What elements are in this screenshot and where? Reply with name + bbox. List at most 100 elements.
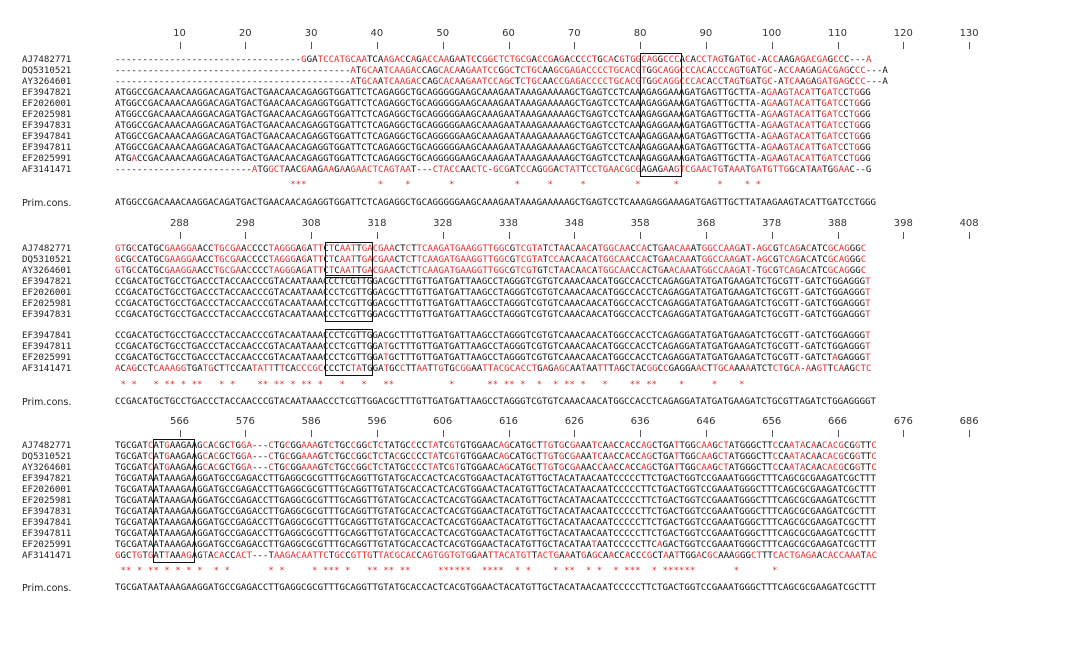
ruler-position-label: 40	[370, 28, 384, 39]
sequence-name: AJ7482771	[22, 55, 72, 65]
highlight-box	[640, 53, 682, 177]
sequence-name: DQ5310521	[22, 66, 72, 76]
ruler-tick	[508, 232, 510, 239]
sequence-name: EF2026001	[22, 485, 72, 495]
ruler-tick	[376, 430, 378, 437]
sequence-residues: GTGCCATGCGAAGGAACCTGCGAACCCCTAGGGAGATTCT…	[115, 266, 867, 276]
sequence-name: EF3947841	[22, 518, 72, 528]
conservation-markers: *** * * * * * * * * * * *	[115, 180, 762, 190]
ruler-tick	[442, 232, 444, 239]
ruler-position-label: 656	[762, 416, 782, 427]
sequence-residues: ----------------------------------GGATCC…	[115, 55, 872, 65]
sequence-name: EF3947821	[22, 277, 72, 287]
ruler-position-label: 348	[564, 218, 584, 229]
sequence-name: EF3947811	[22, 529, 72, 539]
sequence-residues: GCGCCATGCGAAGGAACCTGCGAACCCCTAGGGAGATTCT…	[115, 255, 867, 265]
sequence-residues: ATGGCCGACAAACAAGGACAGATGACTGAACAACAGAGGT…	[115, 110, 871, 120]
consensus-label: Prim.cons.	[22, 397, 72, 408]
sequence-name: EF2025991	[22, 540, 72, 550]
ruler-position-label: 298	[235, 218, 255, 229]
ruler-position-label: 130	[959, 28, 979, 39]
sequence-residues: CCGACATGCTGCCTGACCCTACCAACCCGTACAATAAACC…	[115, 288, 871, 298]
sequence-name: AY3264601	[22, 77, 72, 87]
sequence-name: EF3947811	[22, 143, 72, 153]
sequence-name: EF3947821	[22, 474, 72, 484]
ruler-position-label: 616	[498, 416, 519, 427]
ruler-tick	[179, 42, 181, 49]
sequence-residues: CCGACATGCTGCCTGACCCTACCAACCCGTACAATAAACC…	[115, 353, 871, 363]
ruler-tick	[771, 42, 773, 49]
ruler-position-label: 606	[433, 416, 453, 427]
sequence-residues: TGCGATAATAAAGAAGGATGCCGAGACCTTGAGGCGCGTT…	[115, 507, 877, 517]
sequence-residues: TGCGATAATAAAGAAGGATGCCGAGACCTTGAGGCGCGTT…	[115, 529, 877, 539]
ruler-tick	[311, 232, 313, 239]
ruler-position-label: 388	[827, 218, 848, 229]
ruler-tick	[969, 430, 971, 437]
ruler-position-label: 120	[893, 28, 913, 39]
ruler-tick	[442, 42, 444, 49]
ruler-tick	[903, 42, 905, 49]
ruler-tick	[640, 42, 642, 49]
sequence-name: EF3947811	[22, 342, 72, 352]
ruler-position-label: 378	[762, 218, 782, 229]
ruler-position-label: 686	[959, 416, 979, 427]
sequence-name: EF2025991	[22, 353, 72, 363]
ruler-tick	[574, 232, 576, 239]
ruler-position-label: 566	[169, 416, 190, 427]
sequence-residues: TGCGATAATAAAGAAGGATGCCGAGACCTTGAGGCGCGTT…	[115, 474, 877, 484]
position-ruler: 288 298 308 318 328 338 348 358 368 378 388 398 408	[0, 212, 1072, 244]
ruler-position-label: 80	[633, 28, 647, 39]
sequence-name: EF3947831	[22, 310, 72, 320]
sequence-name: EF2025981	[22, 110, 72, 120]
ruler-tick	[574, 42, 576, 49]
ruler-tick	[837, 42, 839, 49]
ruler-position-label: 10	[173, 28, 186, 39]
ruler-tick	[837, 232, 839, 239]
sequence-residues: TGCGATCATGAAGAAGCACGCTGGA---CTGCGGAAAGTC…	[115, 441, 877, 451]
sequence-residues: ATGGCCGACAAACAAGGACAGATGACTGAACAACAGAGGT…	[115, 88, 871, 98]
ruler-tick	[376, 42, 378, 49]
sequence-residues: GTGCCATGCGAAGGAACCTGCGAACCCCTAGGGAGATTCT…	[115, 244, 867, 254]
sequence-name: AY3264601	[22, 463, 72, 473]
ruler-tick	[969, 232, 971, 239]
sequence-name: EF3947821	[22, 88, 72, 98]
sequence-name: AY3264601	[22, 266, 72, 276]
ruler-position-label: 358	[630, 218, 650, 229]
ruler-tick	[705, 42, 707, 49]
ruler-position-label: 676	[893, 416, 913, 427]
position-ruler: 10 20 30 40 50 60 70 80 90 100 110 120 130	[0, 22, 1072, 54]
ruler-tick	[245, 232, 247, 239]
ruler-position-label: 90	[699, 28, 713, 39]
ruler-tick	[179, 232, 181, 239]
ruler-position-label: 100	[762, 28, 782, 39]
sequence-residues: ATGGCCGACAAACAAGGACAGATGACTGAACAACAGAGGT…	[115, 99, 871, 109]
ruler-tick	[705, 430, 707, 437]
ruler-tick	[969, 42, 971, 49]
ruler-tick	[640, 430, 642, 437]
ruler-tick	[508, 430, 510, 437]
ruler-tick	[311, 430, 313, 437]
ruler-position-label: 666	[827, 416, 848, 427]
ruler-position-label: 338	[498, 218, 519, 229]
ruler-tick	[705, 232, 707, 239]
sequence-residues: TGCGATAATAAAGAAGGATGCCGAGACCTTGAGGCGCGTT…	[115, 496, 877, 506]
ruler-tick	[903, 430, 905, 437]
sequence-residues: -------------------------ATGGCTAACGAAGAA…	[115, 165, 872, 175]
ruler-tick	[376, 232, 378, 239]
sequence-residues: TGCGATAATAAAGAAGGATGCCGAGACCTTGAGGCGCGTT…	[115, 485, 877, 495]
ruler-tick	[640, 232, 642, 239]
ruler-tick	[508, 42, 510, 49]
sequence-name: AF3141471	[22, 364, 72, 374]
highlight-box	[324, 329, 373, 376]
sequence-name: EF3947831	[22, 507, 72, 517]
sequence-name: EF2025991	[22, 154, 72, 164]
consensus-sequence: ATGGCCGACAAACAAGGACAGATGACTGAACAACAGAGGT…	[115, 198, 877, 208]
ruler-tick	[245, 430, 247, 437]
ruler-tick	[311, 42, 313, 49]
ruler-position-label: 110	[827, 28, 848, 39]
ruler-position-label: 626	[564, 416, 584, 427]
ruler-position-label: 30	[304, 28, 318, 39]
sequence-residues: CCGACATGCTGCCTGACCCTACCAACCCGTACAATAAACC…	[115, 310, 871, 320]
sequence-residues: ACAGCCTCAAAGGTGATGCTTCCAATATTTTCACCCGCCC…	[115, 364, 872, 374]
sequence-residues: ATGGCCGACAAACAAGGACAGATGACTGAACAACAGAGGT…	[115, 121, 871, 131]
